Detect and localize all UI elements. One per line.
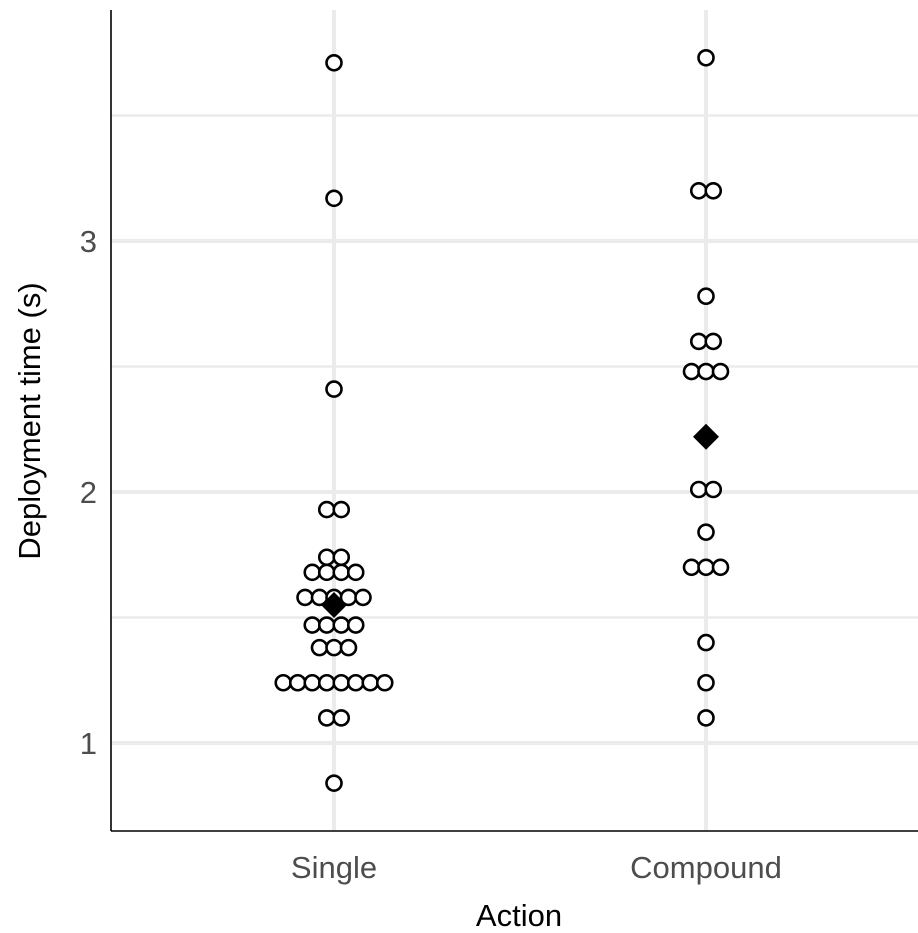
y-tick-label: 1 bbox=[80, 726, 97, 761]
data-point bbox=[346, 616, 365, 634]
data-point bbox=[332, 673, 351, 692]
data-point bbox=[682, 362, 701, 381]
data-point bbox=[697, 362, 715, 381]
data-point bbox=[317, 500, 336, 519]
data-point bbox=[704, 332, 723, 351]
data-point bbox=[325, 53, 343, 72]
data-point bbox=[354, 588, 372, 607]
data-point bbox=[697, 633, 715, 652]
data-point bbox=[317, 563, 336, 582]
data-point bbox=[689, 332, 708, 351]
data-point bbox=[704, 480, 723, 499]
data-point bbox=[711, 558, 730, 577]
data-point bbox=[317, 709, 336, 727]
y-tick-label: 3 bbox=[80, 224, 97, 259]
data-point bbox=[288, 673, 307, 692]
axes-layer bbox=[110, 10, 918, 832]
data-point bbox=[317, 548, 336, 567]
data-point bbox=[697, 673, 715, 692]
data-point bbox=[317, 616, 336, 634]
data-point bbox=[704, 182, 723, 200]
y-tick-label: 2 bbox=[80, 475, 97, 510]
data-point bbox=[303, 563, 322, 582]
x-tick-label: Single bbox=[291, 850, 377, 885]
data-point bbox=[697, 48, 715, 67]
data-point bbox=[325, 774, 343, 792]
data-point bbox=[697, 709, 715, 727]
points-layer bbox=[274, 48, 730, 792]
data-point bbox=[682, 558, 701, 577]
data-point bbox=[689, 182, 708, 200]
data-point bbox=[274, 673, 293, 692]
mean-marker bbox=[693, 423, 719, 450]
mean-marker-layer bbox=[321, 423, 719, 618]
data-point bbox=[296, 588, 314, 607]
data-point bbox=[332, 548, 351, 567]
data-point bbox=[697, 558, 715, 577]
data-point bbox=[339, 638, 358, 657]
data-point bbox=[361, 673, 380, 692]
data-point bbox=[375, 673, 394, 692]
y-axis-title: Deployment time (s) bbox=[12, 282, 47, 559]
tick-label-layer: 1 2 3 Single Compound bbox=[80, 224, 782, 885]
x-axis-title: Action bbox=[476, 898, 562, 933]
data-point bbox=[689, 480, 708, 499]
data-point bbox=[317, 673, 336, 692]
data-point bbox=[310, 638, 329, 657]
data-point bbox=[332, 563, 351, 582]
data-point bbox=[325, 380, 343, 398]
grid-layer bbox=[111, 10, 918, 831]
mean-marker bbox=[321, 591, 347, 618]
data-point bbox=[346, 673, 365, 692]
x-tick-label: Compound bbox=[630, 850, 782, 885]
data-point bbox=[332, 500, 351, 519]
data-point bbox=[325, 638, 343, 657]
data-point bbox=[303, 616, 322, 634]
data-point bbox=[325, 189, 343, 208]
data-point bbox=[303, 673, 322, 692]
data-point bbox=[346, 563, 365, 582]
data-point bbox=[711, 362, 730, 381]
data-point bbox=[697, 287, 715, 306]
data-point bbox=[332, 616, 351, 634]
data-point bbox=[697, 523, 715, 541]
data-point bbox=[332, 709, 351, 727]
